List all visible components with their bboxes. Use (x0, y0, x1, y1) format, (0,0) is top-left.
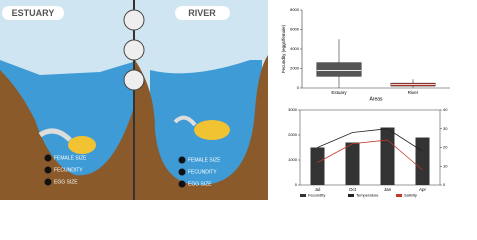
x-axis-label: Areas (369, 96, 383, 102)
y-tick-label: 1000 (288, 157, 298, 162)
line-series (317, 128, 423, 152)
y2-tick-label: 40 (443, 107, 448, 112)
figure: ESTUARY RIVER FEMALE SIZE FECUNDITY EGG SI… (0, 0, 450, 200)
y-tick-label: 2000 (290, 66, 300, 71)
y2-tick-label: 0 (443, 182, 446, 187)
trait-label: FEMALE SIZE (188, 157, 221, 163)
box (316, 62, 362, 77)
label-pill (2, 6, 64, 20)
legend-swatch (300, 194, 306, 197)
bullet (44, 166, 52, 174)
legend-swatch (348, 194, 354, 197)
bullet (44, 178, 52, 186)
trait-label: FECUNDITY (188, 169, 217, 175)
y-tick-label: 8000 (290, 7, 300, 12)
label-pill (175, 6, 230, 20)
y-tick-label: 3000 (288, 107, 298, 112)
bullet (178, 156, 186, 164)
x-tick-label: Oct (349, 187, 357, 192)
x-tick-label: Jul (315, 187, 321, 192)
bar (380, 127, 395, 185)
shrimp (38, 128, 72, 142)
y2-tick-label: 20 (443, 145, 448, 150)
river-title: RIVER (188, 8, 216, 18)
land (135, 55, 268, 200)
bullet (178, 180, 186, 188)
eggs (68, 136, 96, 154)
y2-tick-label: 10 (443, 163, 448, 168)
x-tick-label: Jan (384, 187, 392, 192)
legend-label: Fecundity (308, 193, 325, 198)
trait-label: EGG SIZE (188, 181, 212, 187)
icon (123, 39, 145, 61)
bullet (178, 168, 186, 176)
trait-label: EGG SIZE (54, 179, 78, 185)
legend-label: Salinity (404, 193, 417, 198)
x-tick-label: Apr (419, 187, 427, 192)
bar (345, 142, 360, 185)
illustration: ESTUARY RIVER (0, 0, 268, 200)
y-tick-label: 2000 (288, 132, 298, 137)
y-axis-label: Fecundity (eggs/female) (281, 24, 286, 73)
estuary-title: ESTUARY (12, 8, 55, 18)
x-tick-label: River (408, 90, 419, 95)
shrimp (173, 115, 197, 127)
y2-tick-label: 30 (443, 126, 448, 131)
y-tick-label: 0 (295, 182, 298, 187)
line-series (317, 139, 423, 171)
legend-swatch (396, 194, 402, 197)
bullet (44, 154, 52, 162)
x-tick-label: Estuary (331, 90, 347, 95)
legend-label: Temperature (356, 193, 379, 198)
trait-label: FECUNDITY (54, 167, 83, 173)
y-tick-label: 6000 (290, 27, 300, 32)
trait-label: FEMALE SIZE (54, 155, 87, 161)
icon (123, 69, 145, 91)
y-tick-label: 4000 (290, 46, 300, 51)
bar (415, 137, 430, 185)
eggs (194, 120, 230, 140)
y-tick-label: 0 (297, 85, 300, 90)
divider (133, 0, 135, 200)
land (0, 70, 133, 200)
icon (123, 9, 145, 31)
bar (310, 147, 325, 185)
